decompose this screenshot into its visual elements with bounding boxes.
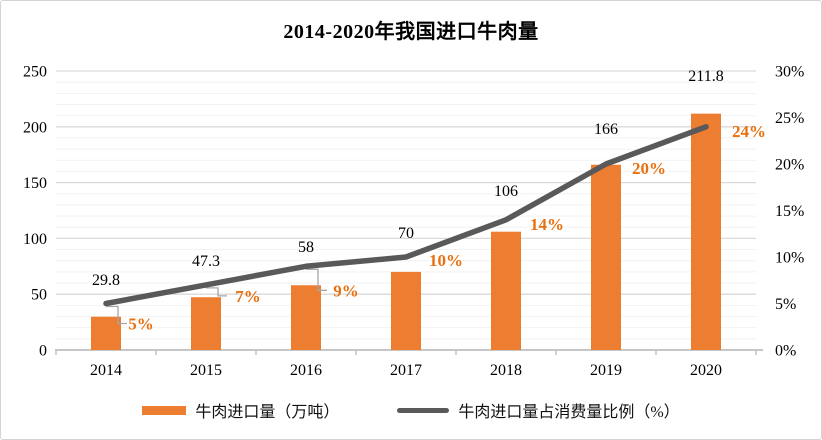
right-axis-tick-label: 5%: [775, 296, 796, 313]
bar-2017: [391, 271, 421, 350]
bar-2016: [291, 285, 321, 350]
ratio-value-label: 24%: [732, 122, 766, 141]
right-axis-tick-label: 20%: [775, 157, 804, 174]
legend-bar-swatch-icon: [142, 405, 187, 415]
legend: 牛肉进口量（万吨） 牛肉进口量占消费量比例（%）: [1, 398, 821, 422]
legend-line-label: 牛肉进口量占消费量比例（%）: [458, 404, 680, 421]
bar-value-label: 29.8: [92, 272, 120, 289]
bar-2014: [91, 316, 121, 350]
bar-value-label: 211.8: [688, 68, 723, 85]
legend-bar-label: 牛肉进口量（万吨）: [195, 404, 340, 421]
ratio-value-label: 7%: [235, 287, 261, 306]
x-axis-category-label: 2014: [90, 362, 122, 379]
ratio-value-label: 9%: [333, 281, 359, 300]
left-axis-tick-label: 250: [23, 64, 47, 81]
bar-value-label: 58: [298, 239, 314, 256]
legend-item-import-volume: 牛肉进口量（万吨）: [142, 398, 339, 422]
bar-value-label: 166: [594, 121, 618, 138]
x-axis-category-label: 2020: [690, 362, 722, 379]
right-axis-tick-label: 15%: [775, 203, 804, 220]
right-axis-tick-label: 25%: [775, 110, 804, 127]
label-leader-line: [106, 305, 127, 325]
label-leader-line: [206, 287, 227, 297]
left-axis-tick-label: 50: [31, 287, 47, 304]
x-axis-category-label: 2016: [290, 362, 322, 379]
ratio-value-label: 20%: [632, 159, 666, 178]
ratio-value-label: 10%: [429, 251, 463, 270]
ratio-line: [103, 124, 709, 307]
bar-value-label: 70: [398, 225, 414, 242]
left-axis-tick-label: 200: [23, 119, 47, 136]
x-axis-category-label: 2018: [490, 362, 522, 379]
bar-value-label: 47.3: [192, 253, 220, 270]
label-leader-line: [306, 268, 327, 291]
right-axis-tick-label: 0%: [775, 343, 796, 360]
left-axis-tick-label: 0: [39, 343, 47, 360]
ratio-value-label: 14%: [530, 215, 564, 234]
right-axis-tick-label: 10%: [775, 250, 804, 267]
bar-2015: [191, 297, 221, 350]
left-axis-tick-label: 150: [23, 175, 47, 192]
bar-2020: [691, 113, 721, 351]
left-axis-tick-label: 100: [23, 231, 47, 248]
bar-2019: [591, 164, 621, 350]
legend-item-consumption-ratio: 牛肉进口量占消费量比例（%）: [397, 398, 680, 422]
x-axis-category-label: 2019: [590, 362, 622, 379]
x-axis-category-label: 2015: [190, 362, 222, 379]
ratio-value-label: 5%: [128, 315, 154, 334]
chart-title: 2014-2020年我国进口牛肉量: [283, 21, 539, 43]
legend-line-swatch-icon: [397, 407, 450, 413]
x-axis-category-label: 2017: [390, 362, 422, 379]
bar-value-label: 106: [494, 183, 518, 200]
right-axis-tick-label: 30%: [775, 64, 804, 81]
bar-2018: [491, 231, 521, 350]
